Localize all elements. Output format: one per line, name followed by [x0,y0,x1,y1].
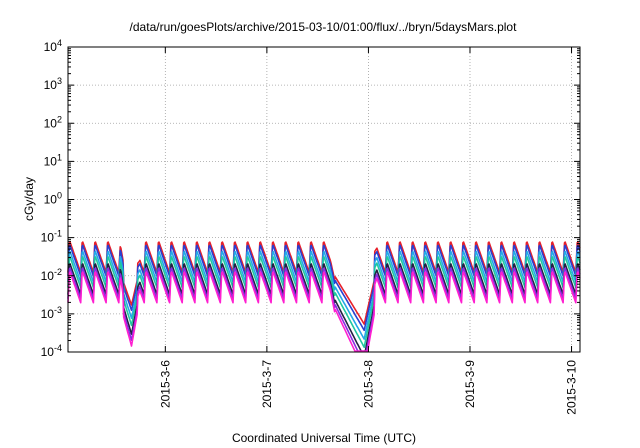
x-tick-label: 2015-3-6 [158,360,172,408]
chart-title: /data/run/goesPlots/archive/2015-03-10/0… [130,20,518,34]
x-tick-label: 2015-3-7 [260,360,274,408]
series-line [67,271,581,353]
x-tick-label: 2015-3-8 [361,360,375,408]
y-tick-label: 10-1 [41,229,62,245]
x-tick-label: 2015-3-10 [565,360,579,415]
y-tick-label: 104 [44,38,62,54]
x-axis-label: Coordinated Universal Time (UTC) [232,431,416,445]
grid [68,47,580,352]
y-axis-label: cGy/day [22,177,36,221]
series-line [67,256,581,349]
series-line [67,267,581,353]
series-line [67,250,581,340]
y-tick-label: 10-4 [41,343,62,359]
x-tick-label: 2015-3-9 [463,360,477,408]
series-line [67,263,581,353]
series-line [67,244,581,332]
series-line [67,241,581,325]
y-tick-label: 10-3 [41,305,62,321]
y-tick-label: 101 [44,152,62,168]
y-tick-label: 103 [44,76,62,92]
y-tick-label: 102 [44,114,62,130]
y-axis-ticks: 10-4 10-3 10-2 10-1 100 101 102 103 104 [41,38,580,359]
series-layer [67,241,581,353]
y-tick-label: 10-2 [41,267,62,283]
x-axis-ticks: 2015-3-6 2015-3-7 2015-3-8 2015-3-9 2015-3-1… [158,47,579,415]
y-tick-label: 100 [44,191,62,207]
